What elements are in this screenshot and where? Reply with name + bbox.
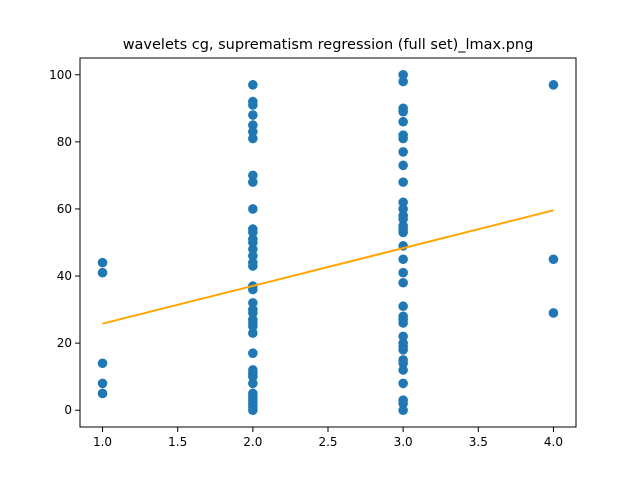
scatter-point	[248, 378, 258, 389]
scatter-point	[97, 257, 108, 268]
scatter-point	[248, 110, 258, 120]
scatter-point	[248, 251, 258, 261]
scatter-point	[248, 371, 258, 382]
scatter-point	[97, 358, 108, 369]
x-axis-ticks: 1.0 1.5 2.0 2.5 3.0 3.5 4.0	[93, 427, 563, 449]
scatter-point	[248, 244, 258, 255]
scatter-point	[398, 106, 408, 117]
scatter-point	[248, 328, 258, 338]
y-axis-ticks: 0 20 40 60 80 100	[49, 68, 80, 417]
scatter-point	[248, 177, 258, 187]
y-tick-label: 40	[57, 269, 72, 283]
scatter-point	[398, 365, 408, 375]
scatter-point	[248, 100, 258, 110]
x-tick-label: 2.0	[243, 435, 262, 449]
scatter-point	[398, 214, 408, 224]
scatter-point	[398, 267, 408, 278]
x-tick-label: 3.0	[394, 435, 413, 449]
scatter-point	[248, 298, 258, 308]
scatter-point	[248, 127, 258, 137]
scatter-point	[398, 331, 408, 342]
chart-title: wavelets cg, suprematism regression (ful…	[123, 37, 534, 53]
scatter-point	[398, 318, 408, 328]
scatter-point	[398, 116, 408, 127]
scatter-point	[548, 80, 559, 90]
scatter-point	[248, 405, 258, 416]
scatter-point	[248, 321, 258, 332]
scatter-point	[398, 147, 408, 157]
scatter-point	[398, 69, 408, 80]
scatter-point	[97, 267, 108, 278]
scatter-point	[248, 237, 258, 248]
plot-area-frame	[79, 57, 577, 428]
y-tick-label: 60	[57, 202, 72, 216]
scatter-point	[398, 358, 408, 369]
scatter-point	[548, 254, 559, 265]
scatter-point	[248, 308, 258, 318]
scatter-point	[398, 160, 408, 171]
scatter-point	[398, 277, 408, 288]
scatter-point	[248, 348, 258, 359]
scatter-point	[248, 80, 258, 90]
scatter-point	[398, 301, 408, 312]
data-points	[97, 69, 559, 416]
scatter-point	[248, 227, 258, 238]
scatter-point	[398, 405, 408, 416]
scatter-point	[97, 388, 108, 399]
regression-line-group	[102, 209, 554, 325]
scatter-point	[548, 308, 559, 318]
x-tick-label: 4.0	[544, 435, 563, 449]
scatter-point	[248, 204, 258, 214]
x-tick-label: 2.5	[318, 435, 337, 449]
scatter-point	[398, 133, 408, 144]
regression-line	[102, 209, 554, 325]
scatter-point	[398, 345, 408, 355]
x-tick-label: 1.5	[168, 435, 187, 449]
scatter-point	[398, 177, 408, 187]
x-tick-label: 1.0	[93, 435, 112, 449]
scatter-point	[248, 170, 258, 181]
x-tick-label: 3.5	[469, 435, 488, 449]
scatter-point	[248, 261, 258, 271]
scatter-point	[398, 204, 408, 214]
scatter-point	[398, 197, 408, 208]
scatter-point	[248, 133, 258, 144]
scatter-point	[398, 227, 408, 238]
scatter-point	[398, 378, 408, 389]
y-tick-label: 80	[57, 135, 72, 149]
y-tick-label: 100	[49, 68, 72, 82]
scatter-point	[248, 120, 258, 130]
y-tick-label: 0	[64, 403, 72, 417]
scatter-point	[398, 254, 408, 265]
scatter-point	[398, 76, 408, 87]
scatter-point	[97, 378, 108, 389]
scatter-point	[398, 398, 408, 409]
y-tick-label: 20	[57, 336, 72, 350]
